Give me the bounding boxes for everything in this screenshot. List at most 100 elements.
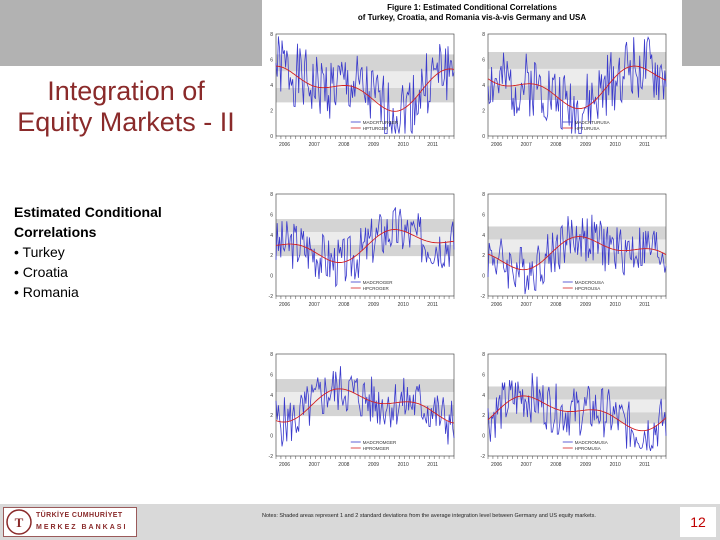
x-tick-label: 2011	[427, 462, 438, 468]
y-tick-label: 8	[482, 32, 485, 38]
bullet-heading: Estimated Conditional Correlations	[14, 204, 162, 240]
y-tick-label: -2	[481, 454, 486, 460]
x-tick-label: 2007	[521, 142, 532, 148]
y-tick-label: -2	[481, 294, 486, 300]
y-tick-label: 6	[482, 372, 485, 378]
y-tick-label: 2	[270, 109, 273, 115]
bullet-item: • Turkey	[14, 244, 65, 260]
x-tick-label: 2011	[427, 302, 438, 308]
x-tick-label: 2008	[550, 142, 561, 148]
hp-filter-line	[487, 65, 667, 110]
logo-line2: MERKEZ BANKASI	[36, 524, 128, 531]
x-tick-label: 2009	[368, 142, 379, 148]
x-tick-label: 2011	[639, 302, 650, 308]
y-tick-label: 6	[270, 58, 273, 64]
band-inner	[488, 68, 666, 86]
y-tick-label: 8	[270, 352, 273, 358]
x-tick-label: 2010	[610, 142, 621, 148]
x-tick-label: 2009	[368, 302, 379, 308]
mdcc-series-line	[487, 36, 667, 134]
figure-title: Figure 1: Estimated Conditional Correlat…	[262, 3, 682, 23]
legend-label: HPROMGER	[363, 446, 390, 451]
x-tick-label: 2006	[491, 302, 502, 308]
mdcc-series-line	[275, 207, 455, 288]
legend-label: MADCROUSA	[575, 280, 604, 285]
x-tick-label: 2010	[610, 462, 621, 468]
x-tick-label: 2009	[580, 142, 591, 148]
page-number: 12	[690, 514, 706, 530]
y-tick-label: 6	[270, 212, 273, 218]
legend-label: HPTURGER	[363, 126, 389, 131]
x-tick-label: 2011	[639, 462, 650, 468]
x-tick-label: 2006	[279, 462, 290, 468]
figure-title-line1: Figure 1: Estimated Conditional Correlat…	[387, 3, 557, 12]
y-tick-label: 8	[270, 32, 273, 38]
x-tick-label: 2011	[639, 142, 650, 148]
x-tick-label: 2009	[368, 462, 379, 468]
x-tick-label: 2007	[309, 302, 320, 308]
slide-title: Integration of Equity Markets - II	[17, 76, 235, 137]
bullet-list: Estimated Conditional Correlations • Tur…	[14, 202, 234, 302]
hp-filter-line	[275, 388, 455, 424]
y-tick-label: 2	[482, 109, 485, 115]
y-tick-label: 2	[482, 413, 485, 419]
x-tick-label: 2006	[279, 142, 290, 148]
x-tick-label: 2010	[398, 462, 409, 468]
legend-label: HPTURUSA	[575, 126, 600, 131]
hp-filter-line	[275, 229, 455, 263]
y-tick-label: 6	[482, 58, 485, 64]
x-tick-label: 2009	[580, 302, 591, 308]
bullet-item: • Romania	[14, 284, 79, 300]
page-number-box: 12	[680, 507, 716, 537]
y-tick-label: 4	[482, 83, 485, 89]
x-tick-label: 2008	[550, 462, 561, 468]
y-tick-label: 0	[270, 434, 273, 440]
x-tick-label: 2008	[338, 462, 349, 468]
y-tick-label: 0	[482, 274, 485, 280]
y-tick-label: 0	[482, 434, 485, 440]
cbrt-logo: T TÜRKİYE CUMHURİYET MERKEZ BANKASI	[3, 507, 137, 537]
hp-filter-line	[275, 65, 455, 112]
y-tick-label: 8	[482, 352, 485, 358]
y-tick-label: 0	[482, 134, 485, 140]
mdcc-series-line	[275, 366, 455, 447]
mdcc-series-line	[275, 36, 455, 134]
legend-label: MADCRTURGER	[363, 120, 399, 125]
figure-title-line2: of Turkey, Croatia, and Romania vis-à-vi…	[357, 13, 587, 22]
y-tick-label: 0	[270, 134, 273, 140]
legend-label: MADCRTURUSA	[575, 120, 610, 125]
x-tick-label: 2006	[491, 142, 502, 148]
y-tick-label: 2	[270, 413, 273, 419]
y-tick-label: 4	[270, 233, 273, 239]
legend-label: HPCROUSA	[575, 286, 601, 291]
cbrt-emblem-icon: T	[6, 509, 32, 535]
svg-text:T: T	[15, 515, 24, 530]
legend-label: MADCROMGER	[363, 440, 397, 445]
y-tick-label: 0	[270, 274, 273, 280]
y-tick-label: 6	[482, 212, 485, 218]
x-tick-label: 2010	[610, 302, 621, 308]
logo-line1: TÜRKİYE CUMHURİYET	[36, 512, 123, 519]
x-tick-label: 2006	[491, 462, 502, 468]
y-tick-label: 8	[482, 192, 485, 198]
x-tick-label: 2007	[309, 142, 320, 148]
x-tick-label: 2008	[550, 302, 561, 308]
x-tick-label: 2011	[427, 142, 438, 148]
legend-label: MADCROGER	[363, 280, 394, 285]
figure-notes: Notes: Shaded areas represent 1 and 2 st…	[262, 513, 596, 519]
title-box	[0, 66, 254, 156]
y-tick-label: 6	[270, 372, 273, 378]
y-tick-label: 4	[270, 83, 273, 89]
y-tick-label: 4	[482, 233, 485, 239]
bullet-item: • Croatia	[14, 264, 68, 280]
y-tick-label: 2	[270, 253, 273, 259]
hp-filter-line	[487, 395, 667, 432]
y-tick-label: 4	[270, 393, 273, 399]
y-tick-label: 8	[270, 192, 273, 198]
legend-label: MADCROMUSA	[575, 440, 608, 445]
y-tick-label: 4	[482, 393, 485, 399]
hp-filter-line	[487, 236, 667, 271]
legend-label: HPROMUSA	[575, 446, 601, 451]
x-tick-label: 2010	[398, 302, 409, 308]
